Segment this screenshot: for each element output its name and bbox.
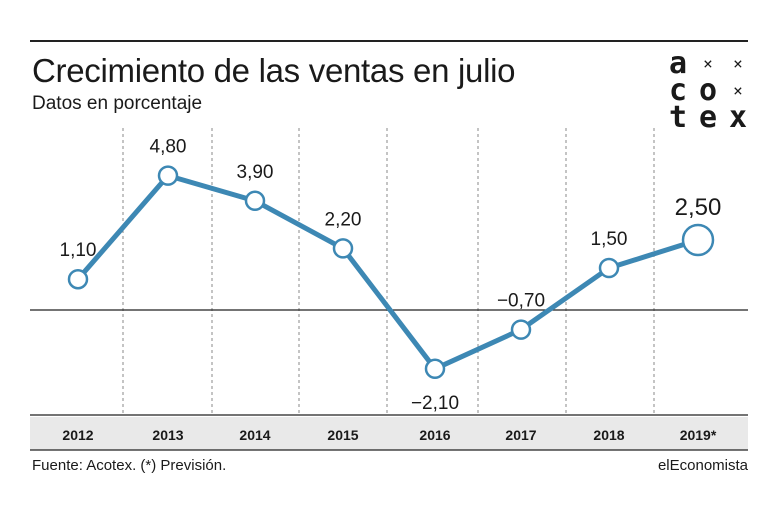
data-label: 2,50 [675,194,722,221]
data-point [424,358,446,380]
chart-subtitle: Datos en porcentaje [32,93,203,114]
data-point [67,268,89,290]
x-tick-label: 2014 [239,427,270,443]
top-rule [30,40,748,42]
logo-letter: c [668,73,688,108]
x-tick-label: 2015 [327,427,358,443]
x-tick-label: 2012 [62,427,93,443]
data-point [598,257,620,279]
x-tick-label: 2019* [680,427,717,443]
logo-letter: x [728,100,748,135]
x-tick-label: 2013 [152,427,183,443]
logo-cross: × [733,81,743,100]
logo-letter: e [698,100,718,135]
logo-letter: a [668,46,688,81]
data-point [510,319,532,340]
data-label: 2,20 [325,209,362,230]
data-point [157,165,179,186]
series-line [75,173,701,372]
x-tick-label: 2018 [593,427,624,443]
publisher-credit: elEconomista [657,457,748,474]
x-axis-band [30,417,748,450]
logo-letter: t [668,100,688,135]
data-point [332,238,354,259]
logo-cross: × [733,54,743,73]
acotex-logo: a × × c o × t e x [664,46,754,135]
data-label: −2,10 [411,393,459,414]
source-note: Fuente: Acotex. (*) Previsión. [32,457,227,474]
data-point [681,223,715,257]
chart-title: Crecimiento de las ventas en julio [32,52,516,89]
x-tick-label: 2017 [505,427,536,443]
logo-letter: o [698,73,718,108]
data-label: 1,50 [591,229,628,250]
data-label: 3,90 [237,162,274,183]
logo-cross: × [703,54,713,73]
data-point [244,190,266,212]
data-label: 1,10 [60,240,97,261]
x-tick-label: 2016 [419,427,450,443]
data-label: −0,70 [497,291,545,312]
data-label: 4,80 [150,137,187,158]
